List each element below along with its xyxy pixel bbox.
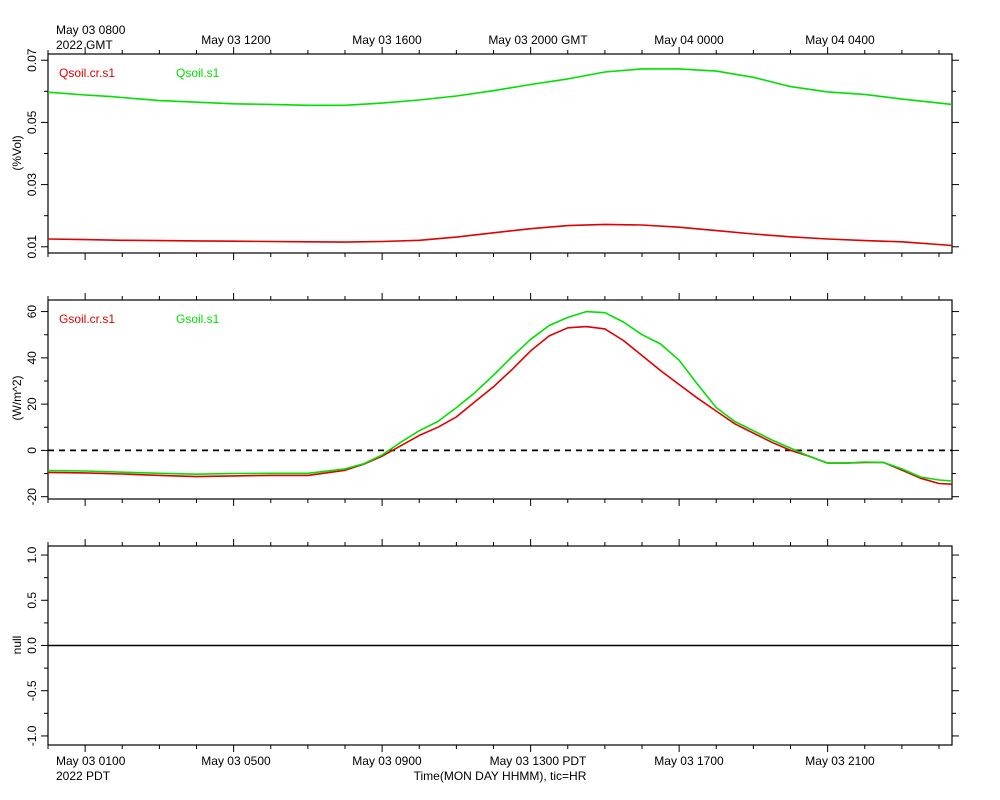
y-tick-label: -20 bbox=[25, 488, 39, 506]
y-tick-label: -0.5 bbox=[25, 680, 39, 701]
top-axis-label-5: May 04 0400 bbox=[805, 33, 875, 47]
legend-gsoil-s1: Gsoil.s1 bbox=[176, 312, 220, 326]
ylabel-panel-1: (%Vol) bbox=[10, 135, 24, 170]
legend-gsoil-cr-s1: Gsoil.cr.s1 bbox=[59, 312, 115, 326]
ylabel-panel-2: (W/m^2) bbox=[10, 376, 24, 421]
top-axis-label-4: May 04 0000 bbox=[654, 33, 724, 47]
series-gsoil-cr-s1 bbox=[47, 325, 953, 485]
top-axis-label-1: May 03 1200 bbox=[201, 33, 271, 47]
y-tick-label: 0.0 bbox=[25, 637, 39, 654]
panel-soil-moisture: 0.01 0.03 0.05 0.07 bbox=[25, 47, 959, 260]
y-tick-label: 20 bbox=[25, 397, 39, 411]
bottom-axis-label-1: May 03 0500 bbox=[201, 754, 271, 768]
panel-soil-heat-flux: -20 0 20 40 60 bbox=[25, 293, 959, 506]
series-gsoil-s1 bbox=[47, 310, 953, 482]
y-tick-label: 0.07 bbox=[25, 48, 39, 72]
y-tick-label: 60 bbox=[25, 305, 39, 319]
legend-qsoil-s1: Qsoil.s1 bbox=[176, 66, 220, 80]
series-qsoil-cr-s1 bbox=[47, 223, 953, 247]
bottom-axis-first-label-line1: May 03 0100 bbox=[56, 754, 126, 768]
panel-null: -1.0 -0.5 0.0 0.5 1.0 bbox=[25, 539, 959, 752]
y-tick-label: 0.03 bbox=[25, 173, 39, 197]
series-qsoil-s1 bbox=[47, 68, 953, 107]
y-tick-label: 0 bbox=[25, 447, 39, 454]
bottom-axis-first-label-line2: 2022 PDT bbox=[56, 769, 111, 783]
top-axis-label-2: May 03 1600 bbox=[352, 33, 422, 47]
bottom-axis-label-5: May 03 2100 bbox=[805, 754, 875, 768]
plot-frame bbox=[47, 53, 953, 254]
y-tick-label: 0.01 bbox=[25, 235, 39, 259]
ylabel-panel-3: null bbox=[10, 636, 24, 655]
top-axis-first-label-line1: May 03 0800 bbox=[56, 23, 126, 37]
y-tick-label: 40 bbox=[25, 351, 39, 365]
bottom-axis-label-4: May 03 1700 bbox=[654, 754, 724, 768]
top-axis-label-3: May 03 2000 GMT bbox=[488, 33, 588, 47]
top-axis-first-label-line2: 2022 GMT bbox=[56, 38, 113, 52]
legend-qsoil-cr-s1: Qsoil.cr.s1 bbox=[59, 66, 115, 80]
plot-frame bbox=[47, 299, 953, 500]
y-tick-label: -1.0 bbox=[25, 725, 39, 746]
y-tick-label: 0.05 bbox=[25, 110, 39, 134]
bottom-axis-label-2: May 03 0900 bbox=[352, 754, 422, 768]
bottom-axis-label-3: May 03 1300 PDT bbox=[490, 754, 587, 768]
x-axis-title: Time(MON DAY HHMM), tic=HR bbox=[414, 769, 587, 783]
y-tick-label: 1.0 bbox=[25, 546, 39, 563]
y-tick-label: 0.5 bbox=[25, 592, 39, 609]
